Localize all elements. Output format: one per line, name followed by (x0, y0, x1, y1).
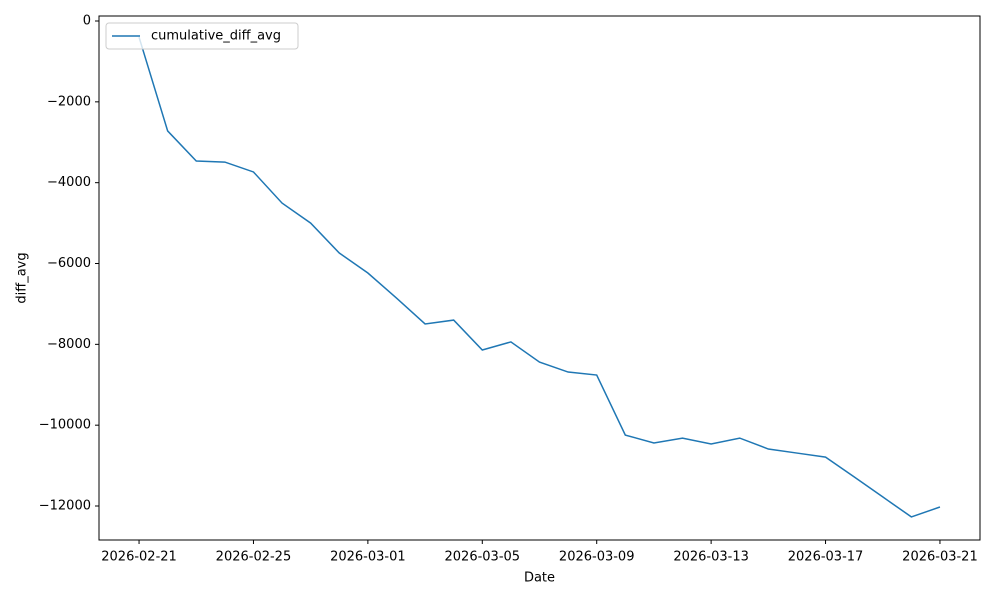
axes-frame (98, 15, 981, 541)
x-tick-label: 2026-03-17 (788, 550, 864, 565)
legend: cumulative_diff_avg (105, 22, 299, 50)
legend-label: cumulative_diff_avg (151, 29, 281, 44)
x-tick-label: 2026-03-01 (330, 550, 406, 565)
x-tick-label: 2026-03-21 (902, 550, 978, 565)
y-tick-label: −8000 (47, 337, 91, 352)
x-tick-label: 2026-02-21 (101, 550, 177, 565)
x-tick-label: 2026-03-05 (445, 550, 521, 565)
y-tick-label: −10000 (39, 418, 91, 433)
y-axis-label: diff_avg (15, 252, 30, 303)
y-tick-label: −12000 (39, 499, 91, 514)
legend-box (105, 22, 299, 50)
y-tick-label: −2000 (47, 94, 91, 109)
y-tick-label: −4000 (47, 175, 91, 190)
x-axis-label: Date (524, 571, 555, 586)
y-tick-label: 0 (83, 14, 91, 29)
y-tick-label: −6000 (47, 256, 91, 271)
x-tick-label: 2026-03-09 (559, 550, 635, 565)
x-tick-label: 2026-03-13 (673, 550, 749, 565)
line (138, 36, 941, 518)
x-tick-label: 2026-02-25 (216, 550, 292, 565)
